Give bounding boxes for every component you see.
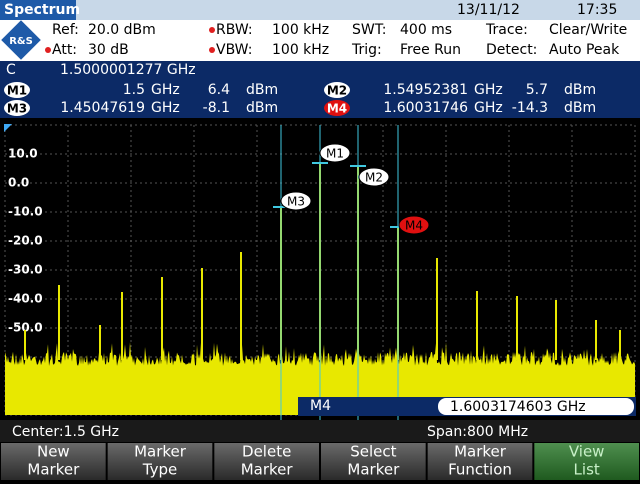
level-unit: dBm (246, 100, 278, 116)
softkey-label: View (569, 443, 605, 461)
dot (45, 47, 51, 53)
softkey[interactable] (107, 443, 213, 480)
marker-label: M3 (7, 102, 27, 116)
softkey-label: Select (350, 443, 396, 461)
level-unit: dBm (564, 82, 596, 98)
marker-freq: 1.60031746 (383, 100, 468, 116)
marker-badge (324, 100, 350, 116)
ref-corner (4, 124, 12, 132)
marker-tag (280, 191, 312, 211)
label: VBW: (216, 42, 252, 58)
marker-level: -14.3 (512, 100, 548, 116)
marker-label: M4 (327, 102, 347, 116)
softkey-label: New (37, 443, 70, 461)
marker-tag-label: M2 (365, 171, 383, 185)
marker-level: 5.7 (526, 82, 548, 98)
label: SWT: (352, 22, 386, 38)
softkey-label: Delete (242, 443, 291, 461)
marker-level: -8.1 (203, 100, 230, 116)
tab[interactable] (0, 0, 76, 20)
dot (209, 47, 215, 53)
marker-label: M1 (7, 84, 27, 98)
span: Span:800 MHz (427, 424, 528, 440)
label: Trig: (351, 42, 382, 58)
marker-tag (398, 215, 430, 235)
date: 13/11/12 (457, 2, 520, 18)
active-marker-label: M4 (310, 398, 331, 414)
active-marker-value: 1.6003174603 GHz (450, 399, 586, 415)
marker-tag-label: M3 (287, 195, 305, 209)
value: 20.0 dBm (88, 22, 156, 38)
softkey-label: Marker (454, 443, 507, 461)
marker-panel (0, 61, 640, 118)
marker-tag-label: M1 (326, 147, 344, 161)
y-label: -10.0 (8, 205, 43, 219)
marker-level: 6.4 (208, 82, 230, 98)
center-freq: Center:1.5 GHz (12, 424, 119, 440)
softkey-label: Type (142, 461, 177, 479)
value: Clear/Write (549, 22, 627, 38)
freq-unit: GHz (151, 82, 180, 98)
time: 17:35 (577, 2, 617, 18)
title-bar (0, 0, 640, 20)
dot (209, 27, 215, 33)
tab-title: Spectrum (4, 2, 80, 18)
softkey-label: Marker (241, 461, 294, 479)
marker-freq: 1.45047619 (60, 100, 145, 116)
freq-unit: GHz (474, 82, 503, 98)
label: Ref: (52, 22, 79, 38)
marker-tag (358, 167, 390, 187)
softkey-label: Marker (134, 443, 187, 461)
value: 400 ms (400, 22, 452, 38)
value: 100 kHz (272, 42, 329, 58)
y-label: -20.0 (8, 234, 43, 248)
label: Detect: (486, 42, 537, 58)
y-label: -50.0 (8, 321, 43, 335)
active-marker-field[interactable] (438, 398, 634, 415)
settings: Ref: 20.0 dBm Att: 30 dB RBW: 100 kHz VBW: 1… (52, 22, 627, 58)
marker-label: M2 (327, 84, 347, 98)
freq-unit: GHz (151, 100, 180, 116)
softkey[interactable] (427, 443, 533, 480)
marker-badge (324, 82, 350, 98)
softkey[interactable] (214, 443, 319, 480)
softkey-label: List (574, 461, 600, 479)
softkey[interactable] (1, 443, 106, 480)
softkey-label: Marker (27, 461, 80, 479)
marker-badge (4, 100, 30, 116)
softkey[interactable] (534, 443, 639, 480)
y-label: -40.0 (8, 292, 43, 306)
marker-freq: 1.54952381 (383, 82, 468, 98)
y-label: 10.0 (8, 147, 38, 161)
status-bar (0, 420, 640, 442)
softkey-label: Function (448, 461, 512, 479)
logo (1, 20, 41, 60)
y-label: 0.0 (8, 176, 29, 190)
center-value: 1.5000001277 GHz (60, 62, 196, 78)
label: Att: (52, 42, 77, 58)
value: Auto Peak (549, 42, 620, 58)
value: Free Run (400, 42, 461, 58)
freq-unit: GHz (474, 100, 503, 116)
level-unit: dBm (246, 82, 278, 98)
y-label: -30.0 (8, 263, 43, 277)
softkey[interactable] (321, 443, 426, 480)
logo-text: R&S (9, 36, 33, 47)
center-label: C (6, 62, 16, 78)
marker-tag (319, 143, 351, 163)
marker-freq: 1.5 (123, 82, 145, 98)
value: 30 dB (88, 42, 129, 58)
softkey-label: Marker (347, 461, 400, 479)
marker-badge (4, 82, 30, 98)
level-unit: dBm (564, 100, 596, 116)
marker-tag-label: M4 (405, 219, 423, 233)
label: Trace: (485, 22, 528, 38)
value: 100 kHz (272, 22, 329, 38)
settings-panel (0, 20, 640, 61)
label: RBW: (216, 22, 253, 38)
